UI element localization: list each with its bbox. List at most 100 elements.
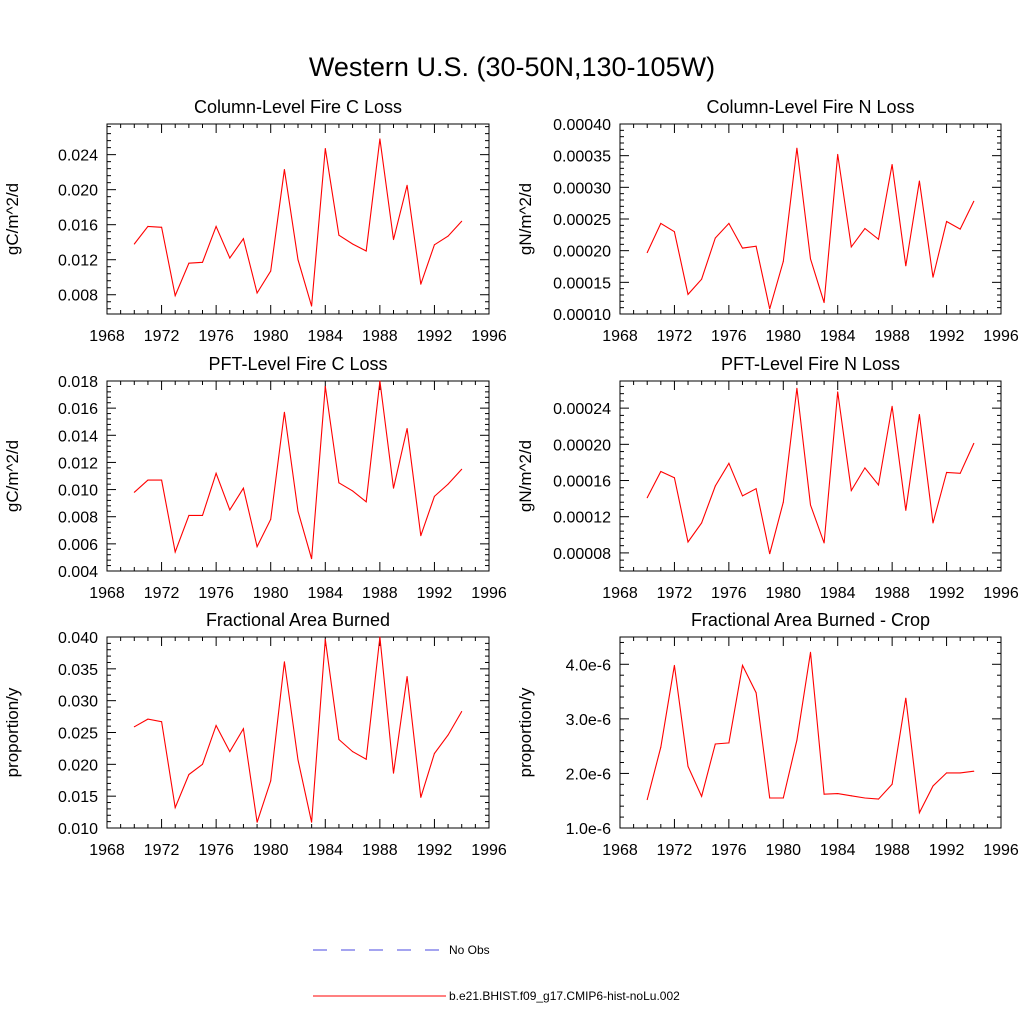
data-point (742, 495, 743, 497)
data-point (365, 758, 367, 760)
y-axis-label: proportion/y (516, 687, 535, 777)
y-tick-label: 0.010 (58, 821, 98, 838)
data-point (242, 238, 244, 240)
data-point (714, 485, 716, 487)
x-tick-label: 1996 (471, 585, 507, 602)
data-point (133, 491, 135, 493)
y-tick-label: 0.00035 (553, 149, 611, 166)
y-tick-label: 0.004 (58, 564, 98, 581)
data-point (946, 471, 948, 473)
data-point (755, 692, 757, 694)
x-tick-label: 1976 (198, 328, 234, 345)
x-tick-label: 1996 (983, 328, 1019, 345)
data-point (796, 387, 798, 389)
data-point (393, 487, 394, 489)
data-point (878, 238, 879, 240)
panels: 1968 1972 1976 1980 1984 1988 1992 1996 0.008 0.0… (3, 97, 1019, 859)
y-tick-label: 0.014 (58, 428, 98, 445)
data-point (905, 265, 907, 267)
data-point (864, 228, 866, 229)
x-tick-label: 1984 (307, 585, 343, 602)
y-tick-label: 0.040 (58, 630, 98, 647)
plot-frame (106, 636, 490, 829)
data-point (379, 380, 381, 382)
x-tick-label: 1988 (874, 585, 910, 602)
data-point (796, 147, 798, 149)
data-point (891, 783, 893, 785)
data-point (283, 411, 285, 413)
data-point (147, 225, 149, 227)
plot-frame (619, 123, 1002, 315)
y-tick-label: 0.008 (58, 288, 98, 305)
data-point (728, 742, 730, 744)
data-point (270, 270, 272, 272)
data-point (728, 222, 730, 224)
x-tick-label: 1988 (362, 585, 398, 602)
x-tick-label: 1976 (711, 328, 747, 345)
data-point (406, 676, 408, 677)
series-line (646, 148, 975, 310)
data-point (133, 243, 135, 245)
y-tick-label: 0.010 (58, 483, 98, 500)
data-point (161, 721, 163, 723)
data-point (973, 442, 975, 444)
x-tick-label: 1976 (711, 585, 747, 602)
panel-title: PFT-Level Fire C Loss (208, 354, 387, 374)
data-point (837, 391, 839, 393)
y-axis-label: gC/m^2/d (3, 183, 22, 255)
legend-entry-model-run: b.e21.BHIST.f09_g17.CMIP6-hist-noLu.002 (313, 989, 680, 1003)
data-point (379, 636, 381, 638)
series-line (646, 388, 975, 554)
y-axis-label: gC/m^2/d (3, 440, 22, 512)
data-point (270, 780, 272, 782)
y-tick-label: 0.00012 (553, 510, 611, 527)
data-point (229, 509, 231, 511)
data-point (701, 278, 703, 280)
x-tick-label: 1996 (471, 842, 507, 859)
x-tick-label: 1972 (144, 842, 180, 859)
data-point (714, 237, 716, 239)
data-point (174, 551, 176, 553)
data-point (461, 711, 463, 712)
data-point (673, 664, 675, 666)
x-tick-label: 1984 (307, 328, 343, 345)
data-point (905, 509, 907, 511)
data-point (229, 257, 231, 259)
data-point (946, 221, 948, 222)
data-point (352, 243, 354, 245)
chart-panel-4: 1968 1972 1976 1980 1984 1988 1992 1996 0.00008 0… (516, 354, 1019, 602)
y-tick-label: 0.00015 (553, 275, 611, 292)
data-point (687, 541, 689, 543)
data-point (687, 293, 689, 295)
legend-label-no-obs: No Obs (449, 943, 490, 957)
data-point (256, 292, 258, 294)
data-point (188, 774, 190, 775)
x-tick-label: 1968 (602, 585, 638, 602)
data-point (365, 250, 367, 252)
data-point (338, 234, 340, 236)
x-tick-label: 1988 (874, 328, 910, 345)
data-point (406, 428, 408, 429)
x-tick-label: 1992 (417, 585, 453, 602)
data-point (714, 743, 716, 745)
x-tick-label: 1984 (307, 842, 343, 859)
x-tick-label: 1972 (657, 842, 693, 859)
x-tick-label: 1980 (253, 585, 289, 602)
data-point (973, 770, 975, 772)
x-tick-label: 1968 (602, 328, 638, 345)
x-tick-label: 1980 (765, 585, 801, 602)
y-tick-label: 0.035 (58, 662, 98, 679)
data-point (959, 472, 961, 474)
data-point (878, 798, 879, 800)
data-point (447, 734, 449, 736)
series-line (133, 138, 463, 307)
series-line (646, 652, 974, 815)
panel-title: Fractional Area Burned (206, 610, 390, 630)
y-tick-label: 0.00040 (553, 117, 611, 134)
data-point (823, 793, 825, 795)
x-tick-label: 1984 (820, 328, 856, 345)
data-point (796, 739, 798, 741)
data-point (229, 751, 231, 753)
x-tick-label: 1996 (983, 842, 1019, 859)
